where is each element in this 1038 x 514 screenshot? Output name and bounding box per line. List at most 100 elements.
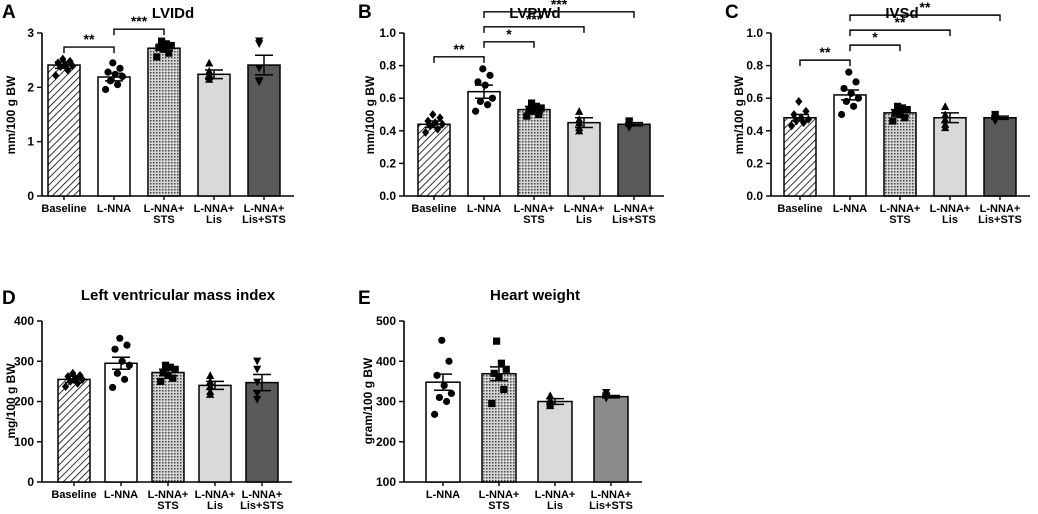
x-tick-label: L-NNA+ <box>591 489 632 501</box>
y-tick-label: 2 <box>27 80 34 94</box>
x-tick-label: Lis+STS <box>612 214 656 226</box>
y-axis-label: mg/100 g BW <box>4 363 18 439</box>
x-tick-label: STS <box>488 500 509 512</box>
data-point <box>66 376 74 386</box>
data-point <box>484 101 492 109</box>
y-tick-label: 500 <box>376 314 396 328</box>
y-tick-label: 3 <box>27 26 34 40</box>
significance-label: ** <box>895 14 906 30</box>
data-point <box>111 345 119 353</box>
bar <box>517 108 551 197</box>
panel-c: C IVSd mm/100 g BW 0.0 0.2 0.4 0.6 0.8 1.0 Bas… <box>725 0 1030 226</box>
data-point <box>62 382 70 392</box>
x-tick-label: Lis <box>206 214 222 226</box>
panel-letter: A <box>2 2 16 23</box>
y-tick-label: 200 <box>14 395 34 409</box>
data-point <box>493 337 501 345</box>
y-tick-label: 0.2 <box>379 156 396 170</box>
data-point <box>438 119 446 129</box>
data-point <box>171 365 179 373</box>
y-tick-label: 100 <box>14 435 34 449</box>
significance-label: ** <box>84 31 95 47</box>
data-point <box>255 64 264 73</box>
data-point <box>800 118 808 128</box>
panel-e: E Heart weight gram/100 g BW 100 200 300 40… <box>358 287 642 512</box>
x-tick-label: L-NNA+ <box>242 489 283 501</box>
data-point <box>436 113 444 123</box>
data-point <box>535 110 543 119</box>
bar <box>57 378 91 483</box>
x-tick-label: L-NNA+ <box>144 203 185 215</box>
data-point <box>253 389 262 398</box>
panel-letter: E <box>358 288 371 309</box>
data-point <box>118 72 126 81</box>
significance-label: * <box>506 26 512 42</box>
data-point <box>165 49 173 57</box>
bar <box>197 73 231 197</box>
data-point <box>481 81 489 89</box>
data-point <box>121 375 129 383</box>
data-point <box>153 53 161 61</box>
data-point <box>159 368 167 377</box>
data-point <box>206 387 215 396</box>
data-point <box>116 334 124 342</box>
x-tick-label: STS <box>889 214 910 226</box>
data-point <box>206 377 215 385</box>
data-point <box>602 389 611 397</box>
data-point <box>253 365 262 374</box>
x-tick-label: L-NNA+ <box>980 203 1021 215</box>
x-tick-label: L-NNA+ <box>479 489 520 501</box>
data-point <box>438 336 446 344</box>
data-point <box>502 365 510 373</box>
data-point <box>164 371 172 379</box>
x-tick-label: Lis+STS <box>240 500 284 512</box>
bar <box>783 117 817 197</box>
data-point <box>431 410 439 418</box>
x-tick-label: Baseline <box>51 489 96 501</box>
data-point <box>850 102 858 110</box>
data-point <box>125 361 133 369</box>
significance-bracket <box>849 14 1001 22</box>
x-tick-label: Lis <box>207 500 223 512</box>
x-tick-label: Baseline <box>411 203 456 215</box>
data-point <box>991 110 1000 119</box>
data-point <box>795 97 803 106</box>
panel-letter: B <box>358 2 372 23</box>
significance-label: *** <box>526 11 543 27</box>
data-point <box>898 104 906 112</box>
bar <box>933 117 967 197</box>
data-point <box>625 117 634 126</box>
x-tick-label: STS <box>523 214 544 226</box>
data-point <box>116 64 124 72</box>
y-tick-label: 0.0 <box>746 189 763 203</box>
data-point <box>854 94 863 102</box>
data-point <box>445 357 453 365</box>
bar <box>147 47 181 197</box>
significance-bracket <box>113 28 165 36</box>
x-tick-label: Baseline <box>41 203 86 215</box>
data-point <box>160 45 168 53</box>
bar <box>537 400 573 483</box>
data-point <box>901 114 909 122</box>
panel-b: B LVPWd mm/100 g BW 0.0 0.2 0.4 0.6 0.8 1.0 Ba… <box>358 0 664 226</box>
significance-bracket <box>433 56 485 63</box>
data-point <box>162 361 170 369</box>
data-point <box>447 389 455 398</box>
data-point <box>76 370 84 380</box>
data-point <box>56 62 64 72</box>
y-tick-label: 0.8 <box>746 59 763 73</box>
data-point <box>155 43 163 51</box>
significance-bracket <box>849 29 951 37</box>
data-point <box>205 66 214 75</box>
data-point <box>894 102 902 110</box>
data-point <box>114 81 122 89</box>
data-point <box>206 371 215 379</box>
x-tick-label: L-NNA <box>426 489 460 501</box>
data-point <box>575 107 584 115</box>
y-tick-label: 0.6 <box>746 91 763 105</box>
x-tick-label: L-NNA+ <box>564 203 605 215</box>
x-tick-label: L-NNA+ <box>930 203 971 215</box>
data-point <box>845 68 853 76</box>
data-point <box>903 106 911 114</box>
data-point <box>941 115 950 123</box>
